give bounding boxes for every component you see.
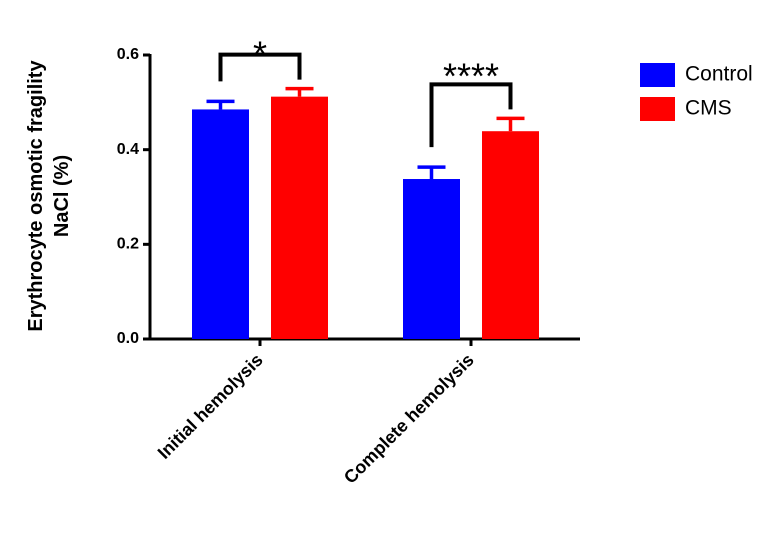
legend: Control CMS — [640, 63, 753, 121]
y-tick-label: 0.6 — [117, 46, 139, 63]
legend-label-control: Control — [685, 63, 753, 86]
y-axis: 0.0 0.2 0.4 0.6 — [117, 46, 152, 347]
bar-cms-0 — [271, 96, 328, 339]
legend-label-cms: CMS — [685, 97, 732, 120]
bars — [192, 86, 539, 339]
x-axis: Initial hemolysis Complete hemolysis — [150, 337, 580, 488]
bar-control-1 — [403, 179, 460, 339]
y-tick-label: 0.2 — [117, 236, 139, 253]
significance-label: **** — [443, 55, 499, 96]
y-axis-label-line-1: Erythrocyte osmotic fragility — [25, 60, 47, 332]
legend-swatch-cms — [640, 97, 675, 121]
y-tick-label: 0.4 — [117, 141, 139, 158]
bar-control-0 — [192, 109, 249, 339]
significance-bracket — [218, 52, 302, 82]
y-axis-label: Erythrocyte osmotic fragility NaCl (%) — [25, 60, 73, 332]
y-axis-label-line-2: NaCl (%) — [51, 155, 73, 237]
y-tick-label: 0.0 — [117, 330, 139, 347]
x-tick-label: Initial hemolysis — [154, 350, 267, 463]
significance-bracket — [429, 82, 513, 148]
significance-annotations: ***** — [218, 34, 513, 148]
legend-swatch-control — [640, 63, 675, 87]
x-tick-label: Complete hemolysis — [340, 350, 478, 488]
bar-cms-1 — [482, 131, 539, 339]
significance-label: * — [253, 34, 267, 75]
